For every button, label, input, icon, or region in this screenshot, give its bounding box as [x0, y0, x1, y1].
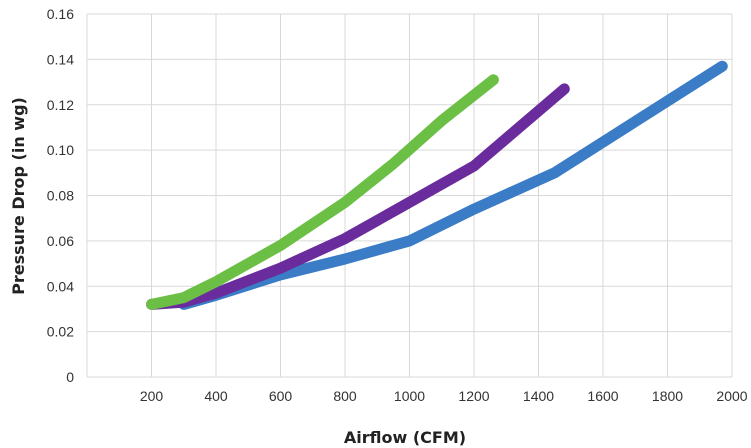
- y-tick-label: 0.12: [47, 97, 74, 113]
- y-tick-label: 0.06: [47, 233, 74, 249]
- x-tick-label: 400: [204, 388, 228, 404]
- x-tick-labels: 200 400 600 800 1000 1200 1400 1600 1800 2000: [140, 388, 748, 404]
- y-tick-label: 0: [66, 369, 74, 385]
- grid-lines: [86, 13, 733, 378]
- x-tick-label: 1000: [394, 388, 425, 404]
- x-tick-label: 200: [140, 388, 164, 404]
- y-tick-label: 0.10: [47, 142, 74, 158]
- series-line-3: [146, 74, 499, 310]
- series-lines: [146, 60, 728, 310]
- x-axis-title: Airflow (CFM): [344, 428, 466, 447]
- y-tick-label: 0.04: [47, 278, 74, 294]
- y-tick-label: 0.02: [47, 324, 74, 340]
- x-tick-label: 1400: [523, 388, 554, 404]
- x-tick-label: 1600: [587, 388, 618, 404]
- x-tick-label: 800: [333, 388, 357, 404]
- x-tick-label: 1200: [458, 388, 489, 404]
- y-tick-label: 0.08: [47, 188, 74, 204]
- y-axis-title: Pressure Drop (in wg): [9, 97, 28, 295]
- x-tick-label: 1800: [652, 388, 683, 404]
- x-tick-label: 2000: [716, 388, 747, 404]
- y-tick-label: 0.14: [47, 51, 74, 67]
- x-tick-label: 600: [269, 388, 293, 404]
- y-tick-labels: 0 0.02 0.04 0.06 0.08 0.10 0.12 0.14 0.16: [47, 6, 74, 385]
- y-tick-label: 0.16: [47, 6, 74, 22]
